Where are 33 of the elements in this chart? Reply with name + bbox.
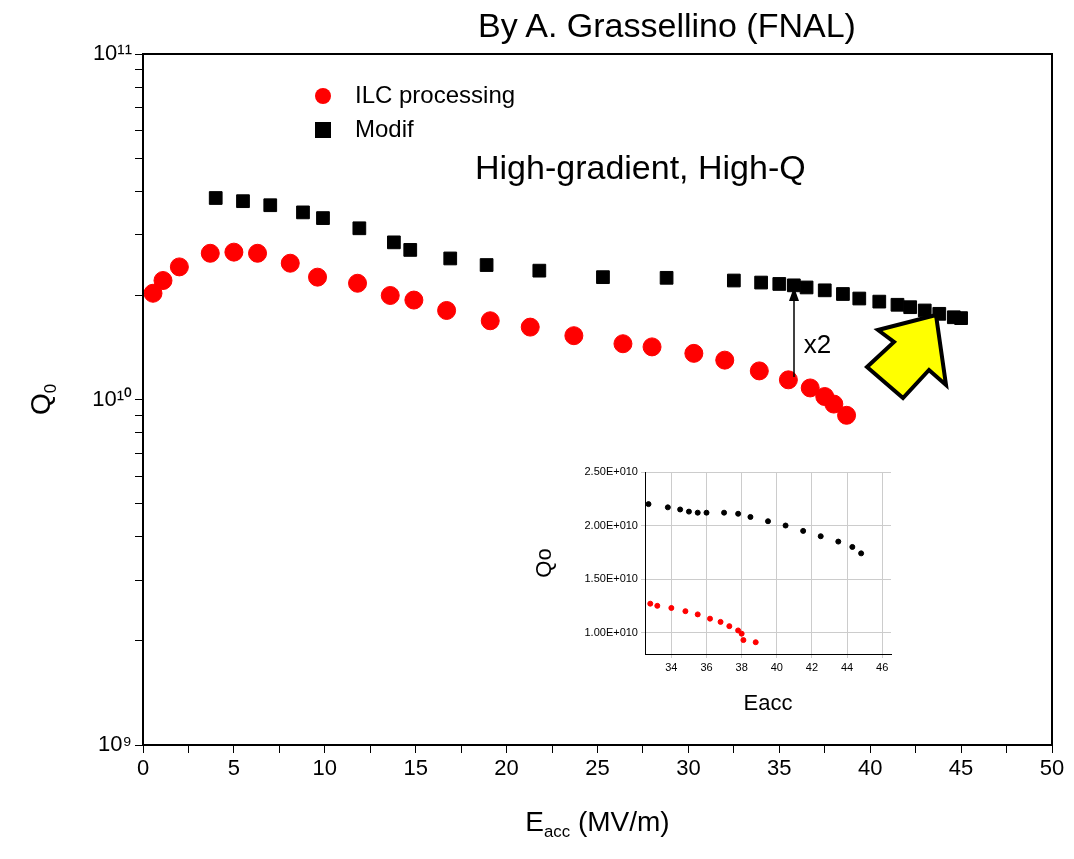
y-tick-label: 2.00E+010 xyxy=(584,518,638,531)
x-tick-label: 5 xyxy=(227,755,241,781)
x-tick-label: 36 xyxy=(700,660,713,673)
y-tick-label: 10⁹ xyxy=(98,731,132,757)
y-tick-label: 10¹⁰ xyxy=(92,385,132,411)
x-tick-label: 10 xyxy=(312,755,338,781)
x-tick-label: 20 xyxy=(494,755,519,781)
legend-label: ILC processing xyxy=(355,80,516,108)
x-tick-label: 25 xyxy=(585,755,610,781)
x-tick-label: 35 xyxy=(767,755,792,781)
x-tick-label: 40 xyxy=(857,755,883,781)
y-tick-label: 1.00E+010 xyxy=(584,625,638,638)
annotation: x2 xyxy=(803,329,832,361)
legend-label: Modif xyxy=(355,114,415,142)
y-tick-label: 10¹¹ xyxy=(92,40,132,66)
y-tick-label: 1.50E+010 xyxy=(584,572,638,585)
y-tick-label: 2.50E+010 xyxy=(584,465,638,478)
x-tick-label: 30 xyxy=(676,755,701,781)
x-tick-label: 42 xyxy=(805,660,819,673)
x-tick-label: 40 xyxy=(770,660,783,673)
x-tick-label: 46 xyxy=(876,660,889,673)
x-tick-label: 38 xyxy=(735,660,748,673)
x-tick-label: 50 xyxy=(1039,755,1065,781)
y-axis-title: Qo xyxy=(531,548,557,578)
x-axis-title: Eacc xyxy=(743,690,793,716)
x-tick-label: 34 xyxy=(665,660,678,673)
y-axis-title: Q0 xyxy=(24,383,61,416)
text: By A. Grassellino (FNAL) xyxy=(478,6,856,45)
annotation: High-gradient, High-Q xyxy=(475,148,806,187)
x-tick-label: 0 xyxy=(136,755,150,781)
x-tick-label: 45 xyxy=(948,755,974,781)
x-tick-label: 44 xyxy=(840,660,854,673)
x-tick-label: 15 xyxy=(403,755,428,781)
